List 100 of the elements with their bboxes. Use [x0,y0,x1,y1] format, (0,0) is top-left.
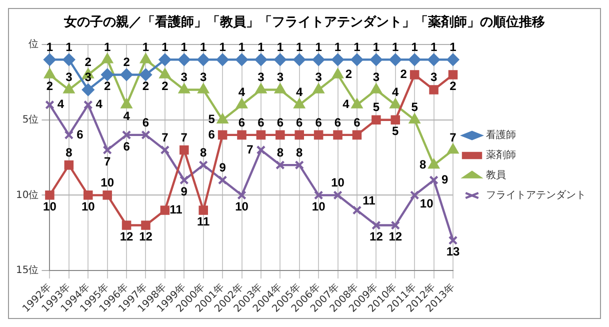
data-label: 9 [219,160,226,174]
data-label: 1 [392,40,400,54]
point [448,236,458,245]
data-label: 3 [66,70,73,84]
point [62,54,76,66]
legend-label: 看護師 [486,129,516,142]
data-label: 2 [104,79,111,94]
data-label: 5 [392,124,400,138]
point [217,114,228,124]
point [429,85,438,94]
point [178,84,190,94]
point [256,145,266,155]
data-label: 8 [276,145,284,160]
point [160,145,170,155]
point [198,84,209,94]
point [428,158,440,169]
point [237,190,246,200]
data-label: 2 [345,67,352,82]
point [218,130,228,140]
data-label: 5 [208,112,216,126]
data-label: 2 [123,55,130,70]
data-label: 1 [258,40,265,54]
point [276,160,285,170]
data-label: 4 [96,97,103,112]
point [45,100,54,110]
data-label: 1 [219,40,226,54]
data-label: 3 [372,70,380,84]
data-label: 6 [238,115,246,130]
point [256,130,266,140]
y-tick-label: 5位 [22,113,39,126]
point [237,130,246,140]
point [141,130,150,140]
data-label: 11 [197,214,210,229]
data-label: 1 [411,40,418,54]
data-label: 10 [235,199,249,214]
point [333,130,342,140]
point [44,54,56,66]
data-label: 1 [430,40,438,54]
data-label: 7 [246,142,254,156]
point [180,175,189,185]
point [45,190,54,200]
point [410,70,420,80]
data-label: 1 [162,40,169,54]
point [448,70,458,80]
data-label: 2 [162,79,169,94]
data-label: 8 [296,145,304,160]
y-tick-label: 15位 [16,264,39,276]
point [429,175,438,185]
point [83,100,93,110]
y-tick-label: 位 [28,38,39,50]
point [140,54,152,64]
point [122,130,132,140]
point [141,220,150,230]
point [160,68,170,78]
point [178,54,190,66]
point [236,98,248,108]
point [83,190,93,200]
data-label: 5 [372,100,380,114]
data-label: 2 [142,79,150,94]
data-label: 1 [46,40,54,54]
point [44,68,56,78]
chart-title: 女の子の親／「看護師」「教員」「フライトアテンダント」「薬剤師」の順位推移 [63,14,545,30]
point [332,54,344,66]
data-label: 7 [104,154,111,168]
data-label: 6 [315,115,322,130]
data-label: 6 [123,139,130,154]
point [370,84,382,94]
data-label: 2 [400,67,408,82]
point [197,54,210,66]
data-label: 6 [354,115,361,130]
point [140,68,152,81]
data-label: 5 [411,100,418,114]
point [158,54,172,66]
point [390,115,400,125]
point [293,54,306,66]
point [64,160,74,170]
data-label: 6 [334,115,342,130]
point [314,190,324,200]
data-label: 1 [200,40,208,54]
point [389,54,402,66]
data-label: 3 [276,70,284,84]
data-label: 4 [238,85,246,100]
data-label: 8 [66,145,73,160]
point [390,220,400,230]
data-label: 1 [450,40,457,54]
point [446,54,460,66]
point [276,130,285,140]
point [352,206,362,215]
data-label: 13 [446,244,460,259]
y-tick-label: 10位 [16,188,39,201]
data-label: 6 [208,127,216,142]
data-label: 2 [450,79,457,94]
point [409,114,420,124]
data-label: 10 [331,175,345,190]
data-label: 3 [180,70,188,84]
point [332,68,344,78]
data-label: 12 [120,230,134,244]
point [294,98,305,108]
data-label: 8 [200,145,208,160]
point [122,220,132,230]
